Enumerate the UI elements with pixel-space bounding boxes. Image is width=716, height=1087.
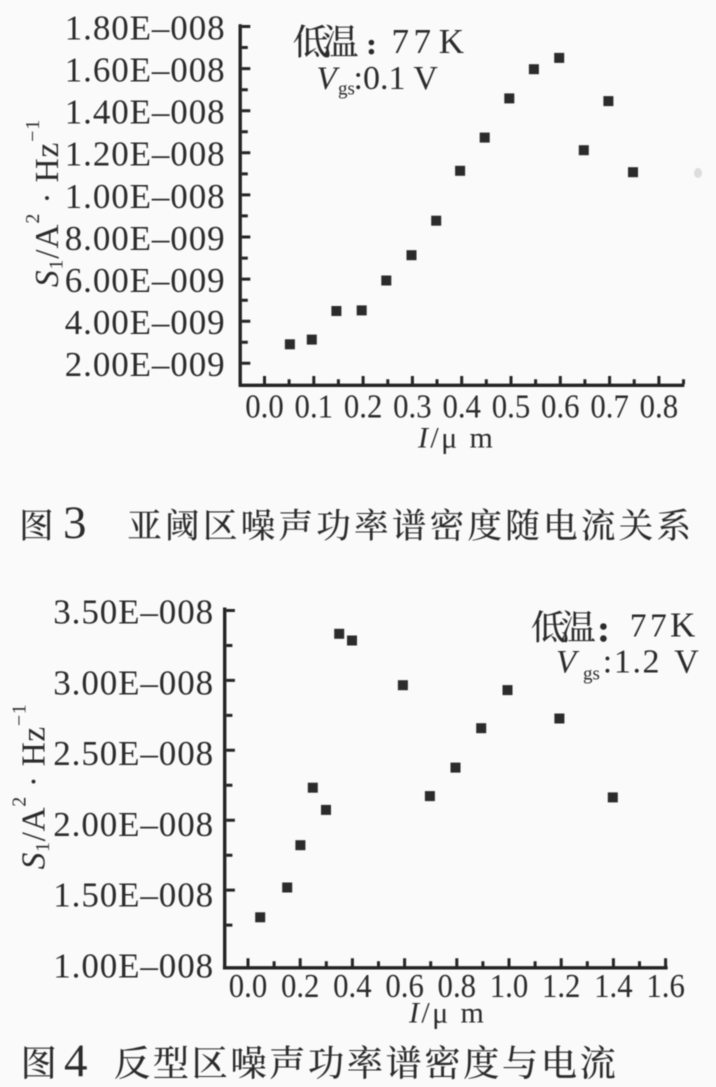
svg-text:S1/A2 · Hz−1: S1/A2 · Hz−1 <box>8 704 54 870</box>
svg-text:1.6: 1.6 <box>646 968 685 1005</box>
svg-text:0.3: 0.3 <box>393 389 432 426</box>
svg-text:gs: gs <box>338 79 355 100</box>
svg-text:77: 77 <box>392 22 436 61</box>
svg-text:1.20E–008: 1.20E–008 <box>65 135 226 174</box>
svg-text:4: 4 <box>64 1035 88 1087</box>
svg-text:0.5: 0.5 <box>492 389 531 426</box>
svg-text:0.6: 0.6 <box>541 389 580 426</box>
svg-text:0.0: 0.0 <box>245 389 284 426</box>
svg-text:77: 77 <box>630 608 671 645</box>
svg-text:1.50E–008: 1.50E–008 <box>53 875 214 914</box>
svg-text:1.00E–008: 1.00E–008 <box>53 946 214 985</box>
svg-text:1.0: 1.0 <box>490 968 529 1005</box>
svg-text:8.00E–009: 8.00E–009 <box>65 219 226 258</box>
svg-text:3: 3 <box>63 497 87 549</box>
svg-text:1.2: 1.2 <box>542 968 581 1005</box>
svg-text:0.2: 0.2 <box>281 968 320 1005</box>
svg-text:V: V <box>674 644 699 681</box>
svg-text:2.00E–009: 2.00E–009 <box>65 345 226 384</box>
svg-text:I/μ m: I/μ m <box>417 421 495 454</box>
svg-text:0.0: 0.0 <box>229 968 268 1005</box>
svg-text:2.00E–008: 2.00E–008 <box>53 805 214 844</box>
svg-text:1.40E–008: 1.40E–008 <box>65 93 226 132</box>
svg-text:0.1: 0.1 <box>295 389 334 426</box>
svg-text:0.2: 0.2 <box>344 389 383 426</box>
svg-text:1.00E–008: 1.00E–008 <box>65 177 226 216</box>
svg-text:0.4: 0.4 <box>442 389 481 426</box>
svg-text:0.8: 0.8 <box>438 968 477 1005</box>
svg-text:V: V <box>556 645 580 681</box>
svg-text:0.7: 0.7 <box>590 389 629 426</box>
svg-text::1.2: :1.2 <box>603 644 661 681</box>
svg-text:V: V <box>317 61 341 97</box>
svg-text:3.50E–008: 3.50E–008 <box>53 593 214 632</box>
svg-text:K: K <box>439 22 464 61</box>
svg-text:S1/A2 · Hz−1: S1/A2 · Hz−1 <box>22 119 68 287</box>
svg-text:2.50E–008: 2.50E–008 <box>53 734 214 773</box>
svg-text:gs: gs <box>583 663 600 684</box>
svg-text:4.00E–009: 4.00E–009 <box>65 303 226 342</box>
svg-text:1.80E–008: 1.80E–008 <box>65 8 226 47</box>
svg-text:K: K <box>670 606 695 645</box>
svg-text:3.00E–008: 3.00E–008 <box>53 663 214 702</box>
svg-text::0.1 V: :0.1 V <box>354 60 439 97</box>
svg-text:1.4: 1.4 <box>594 968 633 1005</box>
svg-text:0.6: 0.6 <box>385 968 424 1005</box>
svg-text:0.4: 0.4 <box>333 968 372 1005</box>
svg-text:0.8: 0.8 <box>640 389 679 426</box>
svg-text:6.00E–009: 6.00E–009 <box>65 261 226 300</box>
svg-text:I/μ m: I/μ m <box>408 997 486 1030</box>
svg-text:1.60E–008: 1.60E–008 <box>65 51 226 90</box>
